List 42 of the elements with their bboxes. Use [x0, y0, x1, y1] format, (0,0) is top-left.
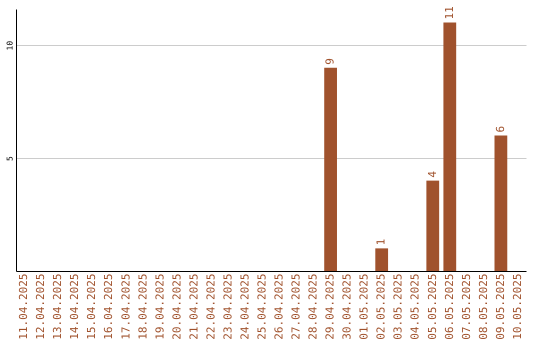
x-tick-label: 27.04.2025 [290, 274, 303, 340]
x-tick-label: 15.04.2025 [85, 274, 98, 340]
x-tick-label: 10.05.2025 [510, 274, 524, 340]
x-tick-label: 28.04.2025 [306, 274, 320, 340]
data-label: 1 [374, 238, 388, 246]
x-tick-label: 09.05.2025 [494, 274, 507, 340]
y-tick-label: 5 [6, 156, 14, 161]
data-label: 4 [426, 170, 439, 178]
x-tick-label: 05.05.2025 [426, 274, 439, 340]
x-tick-label: 06.05.2025 [442, 274, 456, 340]
x-tick-label: 13.04.2025 [51, 274, 64, 340]
x-tick-label: 07.05.2025 [460, 274, 473, 340]
x-tick-label: 24.04.2025 [238, 274, 252, 340]
x-tick-label: 25.04.2025 [255, 274, 268, 340]
bar [494, 135, 508, 271]
x-tick-label: 21.04.2025 [187, 274, 200, 340]
x-tick-label: 04.05.2025 [408, 274, 422, 340]
x-tick-label: 03.05.2025 [392, 274, 405, 340]
bar [443, 22, 456, 271]
x-tick-label: 20.04.2025 [170, 274, 184, 340]
bar [375, 248, 388, 271]
data-label: 9 [324, 58, 337, 65]
bar [324, 68, 337, 271]
x-tick-label: 29.04.2025 [324, 274, 337, 340]
x-tick-label: 11.04.2025 [17, 274, 30, 340]
bar [426, 180, 440, 271]
x-tick-label: 26.04.2025 [272, 274, 286, 340]
x-tick-label: 19.04.2025 [153, 274, 166, 340]
data-label: 11 [442, 6, 456, 20]
x-tick-label: 02.05.2025 [374, 274, 388, 340]
x-tick-label: 01.05.2025 [358, 274, 371, 340]
x-tick-label: 17.04.2025 [119, 274, 132, 340]
x-tick-label: 14.04.2025 [68, 274, 82, 340]
x-tick-label: 22.04.2025 [204, 274, 218, 340]
data-label: 6 [494, 126, 507, 132]
x-tick-label: 23.04.2025 [221, 274, 234, 340]
x-tick-label: 30.04.2025 [340, 274, 354, 340]
x-tick-label: 08.05.2025 [476, 274, 490, 340]
y-tick-label: 10 [6, 40, 14, 50]
x-tick-label: 12.04.2025 [34, 274, 48, 340]
x-tick-label: 16.04.2025 [102, 274, 116, 340]
x-tick-label: 18.04.2025 [136, 274, 150, 340]
